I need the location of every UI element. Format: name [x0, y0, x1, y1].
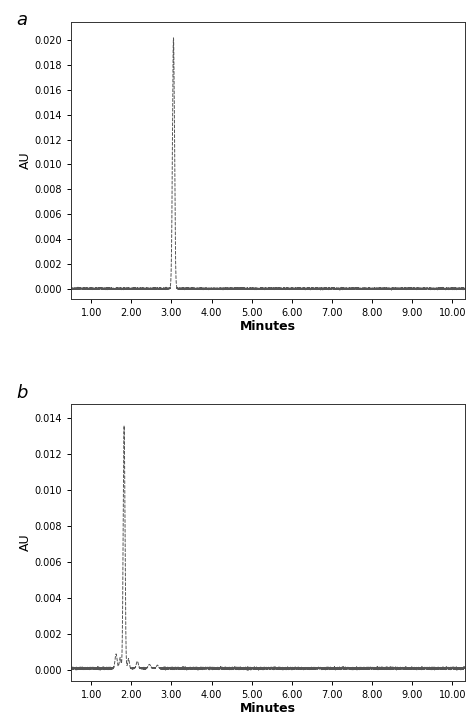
Y-axis label: AU: AU	[18, 151, 32, 169]
Y-axis label: AU: AU	[18, 534, 32, 551]
Text: a: a	[16, 11, 27, 29]
Text: b: b	[16, 384, 27, 403]
X-axis label: Minutes: Minutes	[240, 702, 296, 715]
X-axis label: Minutes: Minutes	[240, 320, 296, 333]
